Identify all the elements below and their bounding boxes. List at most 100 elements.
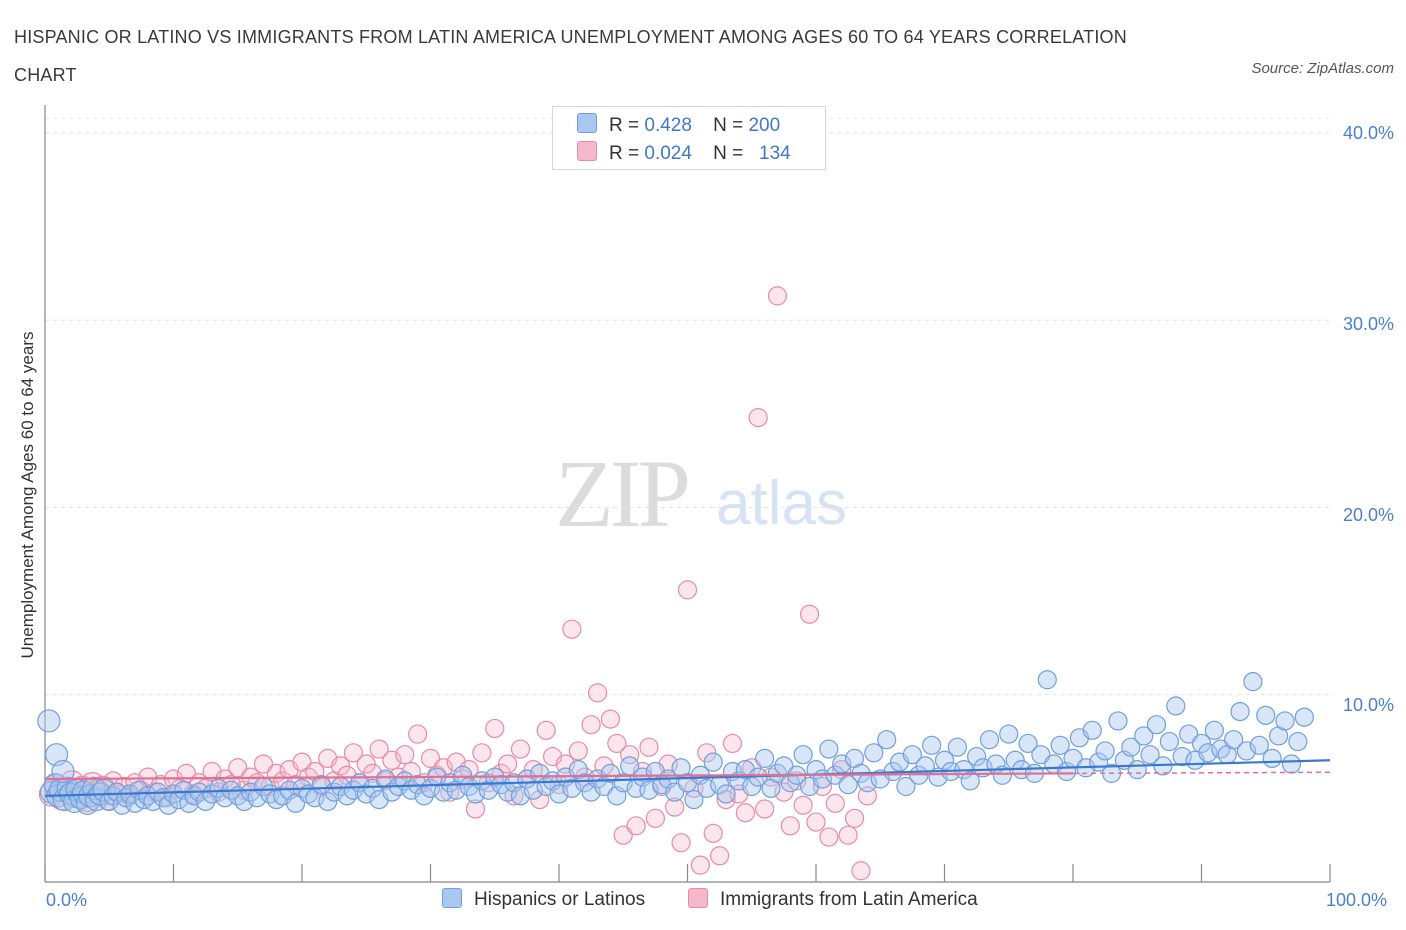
point-hispanics (363, 778, 383, 798)
point-hispanics (600, 763, 621, 783)
axes (44, 105, 1331, 883)
trend-lines (44, 759, 1331, 797)
point-immigrants (562, 619, 582, 639)
point-hispanics (1179, 724, 1199, 744)
point-immigrants (857, 786, 878, 806)
legend-n-value-a: 200 (748, 115, 781, 136)
point-hispanics (979, 730, 1000, 750)
legend-n-label: N = (713, 143, 744, 164)
point-hispanics (129, 780, 149, 800)
point-immigrants (671, 833, 691, 853)
point-hispanics (138, 786, 158, 806)
trend-line-immigrants-extension (1072, 771, 1331, 775)
point-immigrants (748, 408, 768, 428)
point-immigrants (710, 846, 730, 866)
point-immigrants (793, 795, 813, 815)
point-hispanics (158, 795, 178, 815)
point-hispanics (684, 790, 704, 810)
point-immigrants (356, 754, 376, 774)
bottom-legend-hispanics: Hispanics or Latinos (442, 888, 645, 911)
x-tick-100: 100.0% (1326, 890, 1388, 910)
y-tick-30: 30.0% (1342, 314, 1394, 334)
legend-r-label: R = (609, 115, 640, 136)
point-hispanics (1127, 760, 1147, 780)
watermark-zip: ZIP (555, 440, 691, 547)
trend-line-hispanics (44, 759, 1331, 797)
point-hispanics (1159, 731, 1179, 752)
point-hispanics (1121, 737, 1141, 757)
trend-line-immigrants (44, 772, 1074, 781)
point-hispanics (1249, 735, 1269, 755)
point-immigrants (408, 724, 428, 744)
point-hispanics (960, 771, 980, 791)
point-hispanics (318, 791, 338, 812)
point-immigrants (838, 825, 858, 845)
point-immigrants (806, 812, 826, 832)
point-hispanics (414, 786, 434, 806)
point-immigrants (825, 793, 845, 813)
point-hispanics (1134, 726, 1154, 746)
y-axis-label: Unemployment Among Ages 60 to 64 years (18, 331, 37, 659)
point-hispanics (793, 745, 813, 765)
point-hispanics (343, 780, 363, 800)
y-tick-10: 10.0% (1342, 695, 1394, 715)
point-hispanics (420, 778, 441, 798)
chart-title: HISPANIC OR LATINO VS IMMIGRANTS FROM LA… (14, 27, 1127, 85)
point-hispanics (163, 784, 184, 804)
bottom-legend-swatch-blue (442, 888, 462, 908)
legend-r-value-b: 0.024 (644, 143, 692, 164)
point-hispanics (665, 782, 685, 802)
point-immigrants (581, 715, 601, 735)
point-immigrants (767, 286, 788, 306)
point-hispanics (1224, 730, 1244, 750)
point-immigrants (472, 743, 492, 763)
legend-r-value-a: 0.428 (644, 115, 692, 136)
point-hispanics (1037, 670, 1057, 690)
point-immigrants (639, 737, 659, 757)
legend-n-label: N = (713, 115, 744, 136)
point-immigrants (395, 745, 415, 765)
y-tick-20: 20.0% (1342, 505, 1394, 525)
point-hispanics (1172, 746, 1192, 767)
point-immigrants (510, 739, 531, 759)
point-immigrants (677, 580, 698, 600)
y-tick-40: 40.0% (1342, 123, 1394, 143)
point-immigrants (703, 823, 723, 843)
point-immigrants (690, 855, 710, 875)
correlation-legend: R = 0.428 N = 200 R = 0.024 N = 134 (552, 106, 826, 170)
point-hispanics (1198, 743, 1218, 763)
point-hispanics (1243, 672, 1263, 692)
point-immigrants (626, 816, 646, 836)
point-hispanics (1031, 745, 1051, 765)
point-immigrants (607, 733, 627, 754)
point-hispanics (1256, 705, 1276, 725)
point-hispanics (819, 739, 839, 759)
point-immigrants (343, 743, 363, 763)
bottom-legend-label-a: Hispanics or Latinos (474, 889, 646, 910)
point-hispanics (934, 750, 955, 770)
point-hispanics (1140, 745, 1160, 765)
point-hispanics (1288, 731, 1308, 752)
point-immigrants (420, 748, 441, 769)
point-immigrants (465, 799, 486, 819)
point-immigrants (774, 782, 794, 802)
point-hispanics (973, 758, 993, 778)
point-immigrants (568, 741, 588, 761)
point-hispanics (1095, 741, 1115, 761)
point-hispanics (1166, 696, 1186, 716)
gridlines (45, 117, 1330, 696)
point-immigrants (665, 797, 685, 817)
point-hispanics (37, 709, 61, 733)
point-immigrants (819, 827, 839, 847)
point-hispanics (754, 748, 775, 769)
point-hispanics (1146, 715, 1167, 735)
point-hispanics (864, 743, 884, 763)
point-immigrants (754, 799, 775, 819)
point-immigrants (600, 709, 621, 729)
point-hispanics (1281, 754, 1302, 774)
point-hispanics (1294, 707, 1314, 727)
x-tick-0: 0.0% (46, 890, 88, 910)
point-hispanics (697, 778, 717, 798)
bottom-legend-label-b: Immigrants from Latin America (720, 889, 978, 910)
point-immigrants (587, 683, 608, 703)
